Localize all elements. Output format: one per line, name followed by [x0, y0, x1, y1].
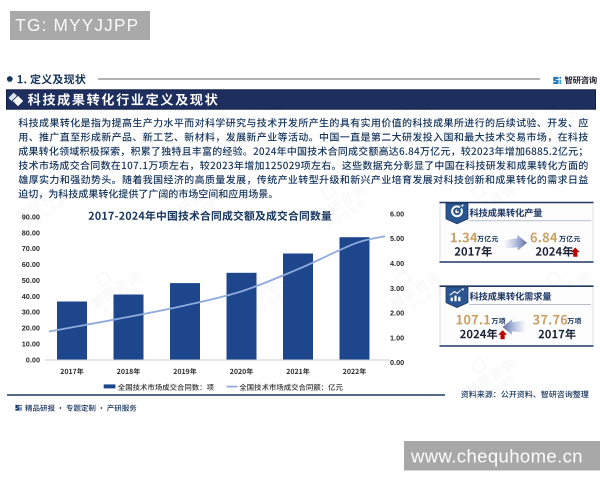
- svg-text:www.chequhome.cn: www.chequhome.cn: [410, 445, 583, 466]
- svg-text:2.00: 2.00: [390, 309, 404, 318]
- svg-text:0.00: 0.00: [390, 358, 404, 367]
- svg-text:40.00: 40.00: [22, 292, 40, 301]
- svg-text:80.00: 80.00: [22, 228, 40, 237]
- svg-text:4.00: 4.00: [390, 259, 404, 268]
- svg-text:0.00: 0.00: [26, 355, 40, 364]
- svg-text:70.00: 70.00: [22, 244, 40, 253]
- svg-text:3.00: 3.00: [390, 284, 404, 293]
- svg-text:30.00: 30.00: [22, 308, 40, 317]
- svg-text:90.00: 90.00: [22, 212, 40, 221]
- svg-text:50.00: 50.00: [22, 276, 40, 285]
- svg-text:1.00: 1.00: [390, 333, 404, 342]
- svg-text:10.00: 10.00: [22, 340, 40, 349]
- svg-text:5.00: 5.00: [390, 234, 404, 243]
- svg-text:20.00: 20.00: [22, 324, 40, 333]
- svg-text:6.00: 6.00: [390, 209, 404, 218]
- svg-text:TG: MYYJJPP: TG: MYYJJPP: [15, 15, 139, 35]
- svg-text:60.00: 60.00: [22, 260, 40, 269]
